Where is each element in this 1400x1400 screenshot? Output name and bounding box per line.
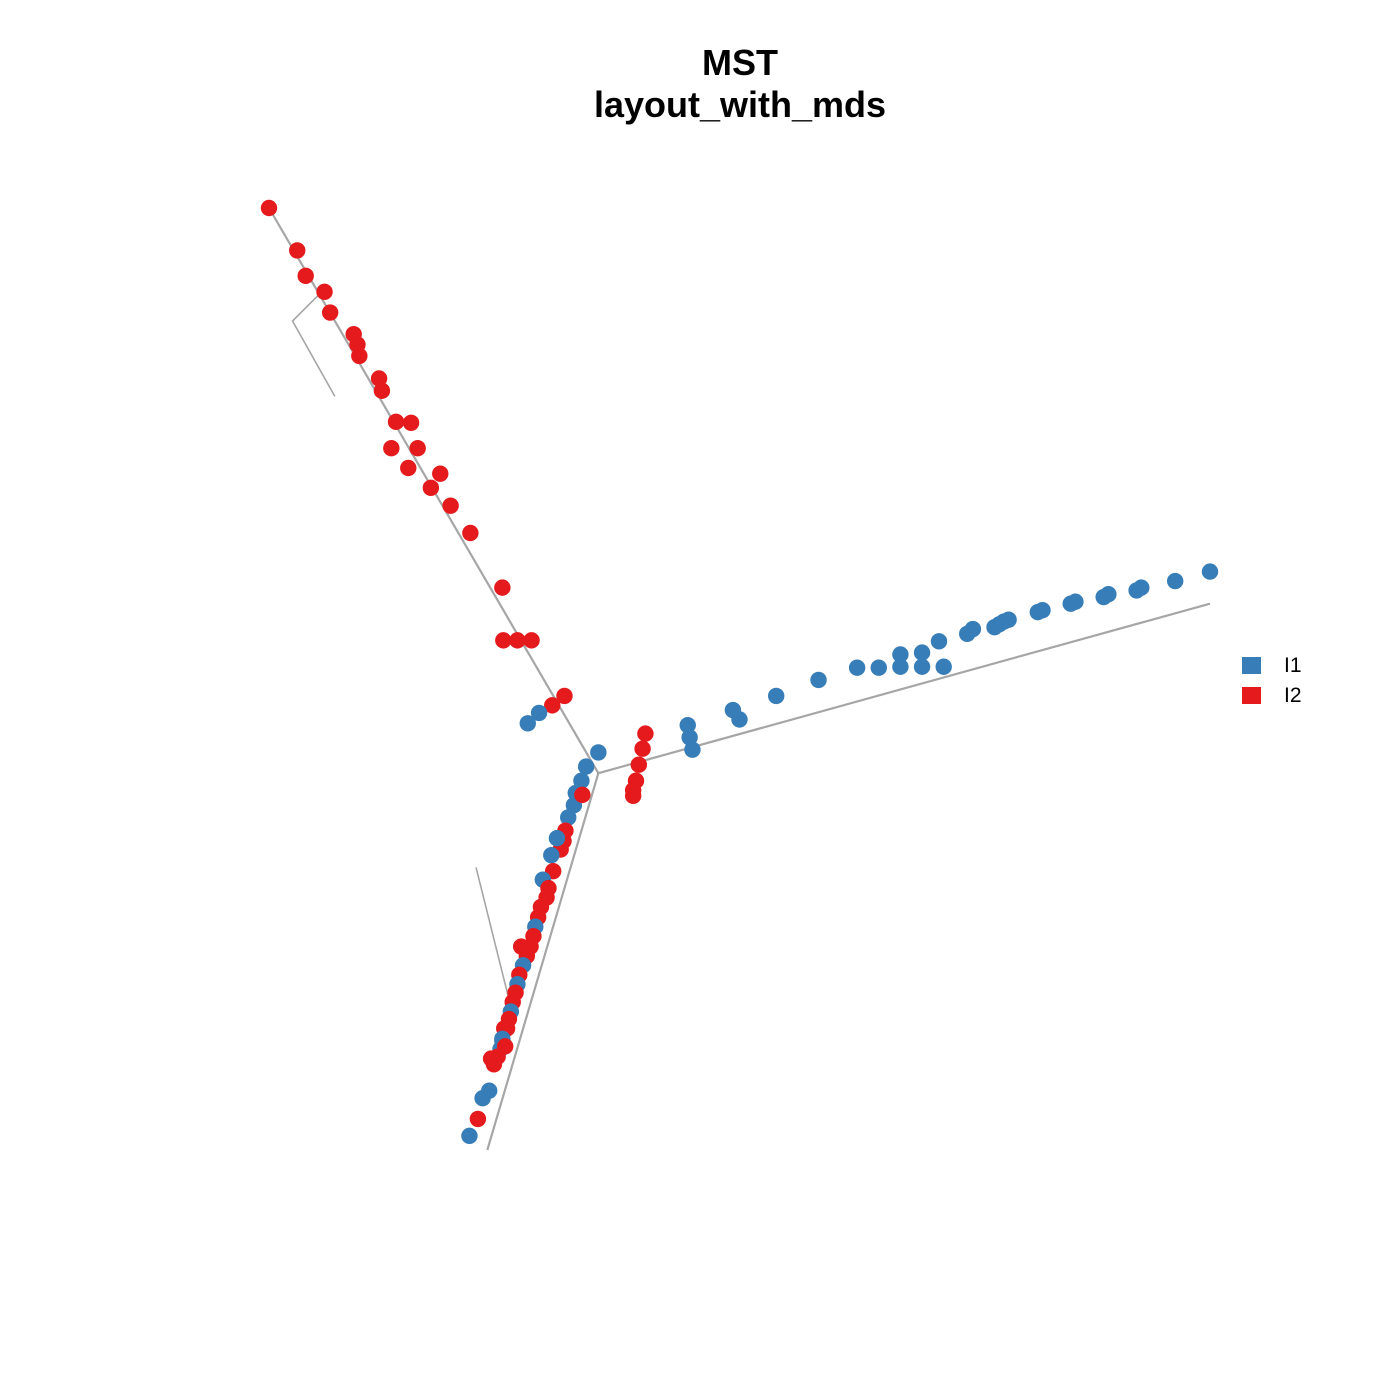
node-i1 [461,1127,478,1145]
node-i2 [387,413,405,431]
node-i1 [767,687,785,705]
node-i2 [422,479,440,496]
node-i1 [810,671,827,689]
node-i2 [316,283,333,301]
node-layer [260,199,1219,1145]
node-i1 [543,846,560,864]
node-i2 [496,1038,514,1055]
node-i1 [1067,593,1084,610]
node-i2 [370,370,388,387]
node-i1 [935,658,952,675]
node-i2 [442,497,459,514]
node-i1 [930,633,948,650]
legend-label-i2: I2 [1284,684,1302,707]
node-i1 [913,658,931,675]
node-i2 [634,740,651,757]
node-i1 [848,659,866,676]
node-i2 [402,414,420,431]
node-i2 [482,1050,500,1067]
node-i2 [624,787,642,805]
node-i1 [913,644,931,661]
node-i1 [519,715,536,732]
node-i2 [630,756,648,773]
node-i1 [573,772,590,789]
node-i2 [321,304,339,321]
node-i2 [297,267,314,285]
node-i2 [400,459,417,477]
chart-title: MST layout_with_mds [340,42,1140,126]
node-i1 [1000,611,1017,628]
node-i2 [373,382,391,399]
chart-title-line1: MST [702,42,778,83]
node-i1 [1133,579,1150,596]
node-i2 [509,632,526,649]
node-i1 [1034,602,1051,619]
node-i2 [383,440,400,457]
node-i1 [870,659,887,676]
node-i2 [495,632,512,649]
node-i1 [474,1089,491,1107]
legend-swatch-i1 [1242,657,1261,674]
node-i2 [523,632,540,649]
node-i1 [892,646,909,663]
legend-swatch-i2 [1242,687,1261,704]
node-i1 [731,711,748,728]
node-i2 [289,242,306,259]
node-i2 [351,347,368,365]
node-i1 [684,741,701,758]
node-i1 [1100,586,1117,603]
mst-edge [486,772,600,1151]
node-i2 [409,440,426,457]
node-i2 [469,1110,487,1128]
node-i1 [681,729,698,746]
node-i1 [679,716,696,734]
node-i2 [432,465,449,482]
mst-edge [268,207,1211,775]
node-i1 [530,704,548,722]
node-i2 [260,199,278,217]
node-i2 [494,579,511,596]
node-i1 [560,809,577,826]
node-i1 [1201,563,1219,580]
edge-layer [268,207,1211,1151]
node-i2 [556,687,573,705]
node-i1 [964,620,982,638]
node-i1 [1166,572,1184,590]
node-i1 [892,658,909,675]
node-i2 [544,697,561,714]
node-i2 [462,524,479,542]
node-i2 [637,725,654,742]
node-i1 [577,758,595,775]
node-i1 [548,829,566,847]
node-i2 [574,786,591,804]
mst-edge [291,287,336,397]
chart-title-line2: layout_with_mds [593,84,887,125]
node-i1 [590,744,607,761]
legend-label-i1: I1 [1284,654,1302,677]
